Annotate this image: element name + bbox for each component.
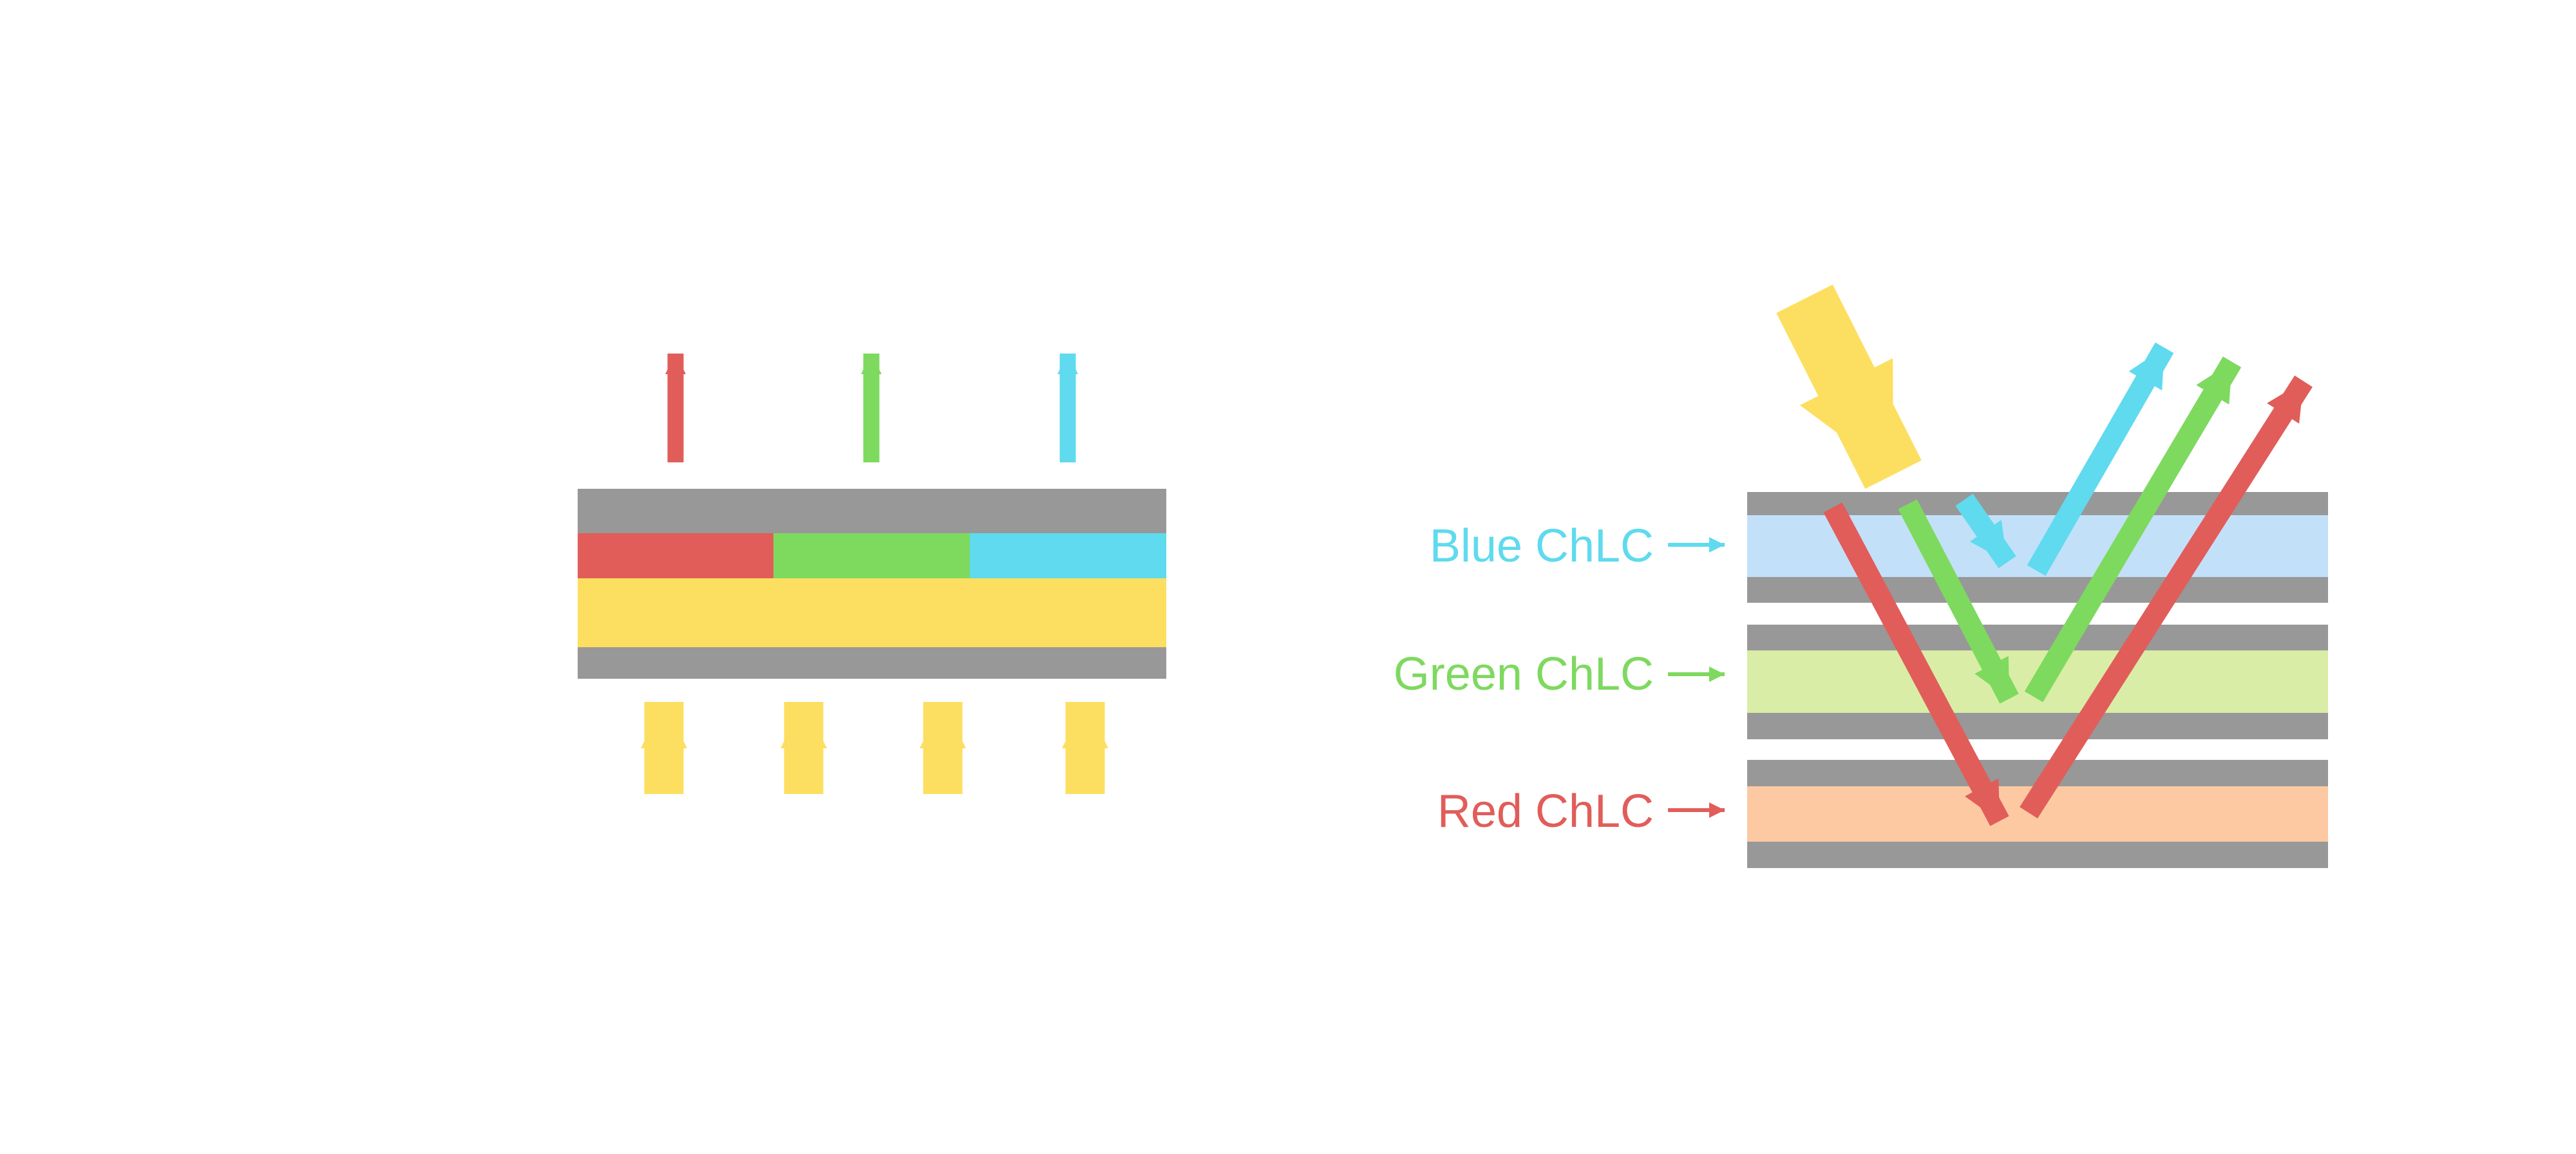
cyan-penetrating-ray-icon <box>1955 493 2016 569</box>
green-penetrating-ray-icon <box>1898 499 2019 704</box>
green-panel-top-substrate <box>1747 625 2328 650</box>
label-blue-chlc: Blue ChLC <box>1430 520 1654 572</box>
left-diagram-color-filter-stack <box>578 354 1166 794</box>
left-bottom-substrate-bar <box>578 647 1166 679</box>
left-cyan-filter-segment <box>970 533 1166 578</box>
left-red-filter-segment <box>578 533 773 578</box>
left-green-filter-segment <box>773 533 970 578</box>
left-yellow-layer <box>578 578 1166 647</box>
right-diagram-chlc-panel-stack: Blue ChLC Green ChLC Red ChLC <box>1394 284 2328 868</box>
red-reflected-ray-icon <box>2020 375 2313 818</box>
red-penetrating-ray-icon <box>1823 502 2009 826</box>
blue-panel-bottom-substrate <box>1747 577 2328 603</box>
green-reflected-ray-icon <box>2024 356 2242 703</box>
label-red-chlc: Red ChLC <box>1437 786 1654 837</box>
left-top-substrate-bar <box>578 489 1166 533</box>
green-panel-bottom-substrate <box>1747 713 2328 739</box>
label-green-chlc: Green ChLC <box>1394 648 1654 700</box>
blue-reflected-ray-icon <box>2027 342 2174 576</box>
yellow-incident-light-arrow-icon <box>1776 284 1922 489</box>
red-panel-bottom-substrate <box>1747 842 2328 868</box>
